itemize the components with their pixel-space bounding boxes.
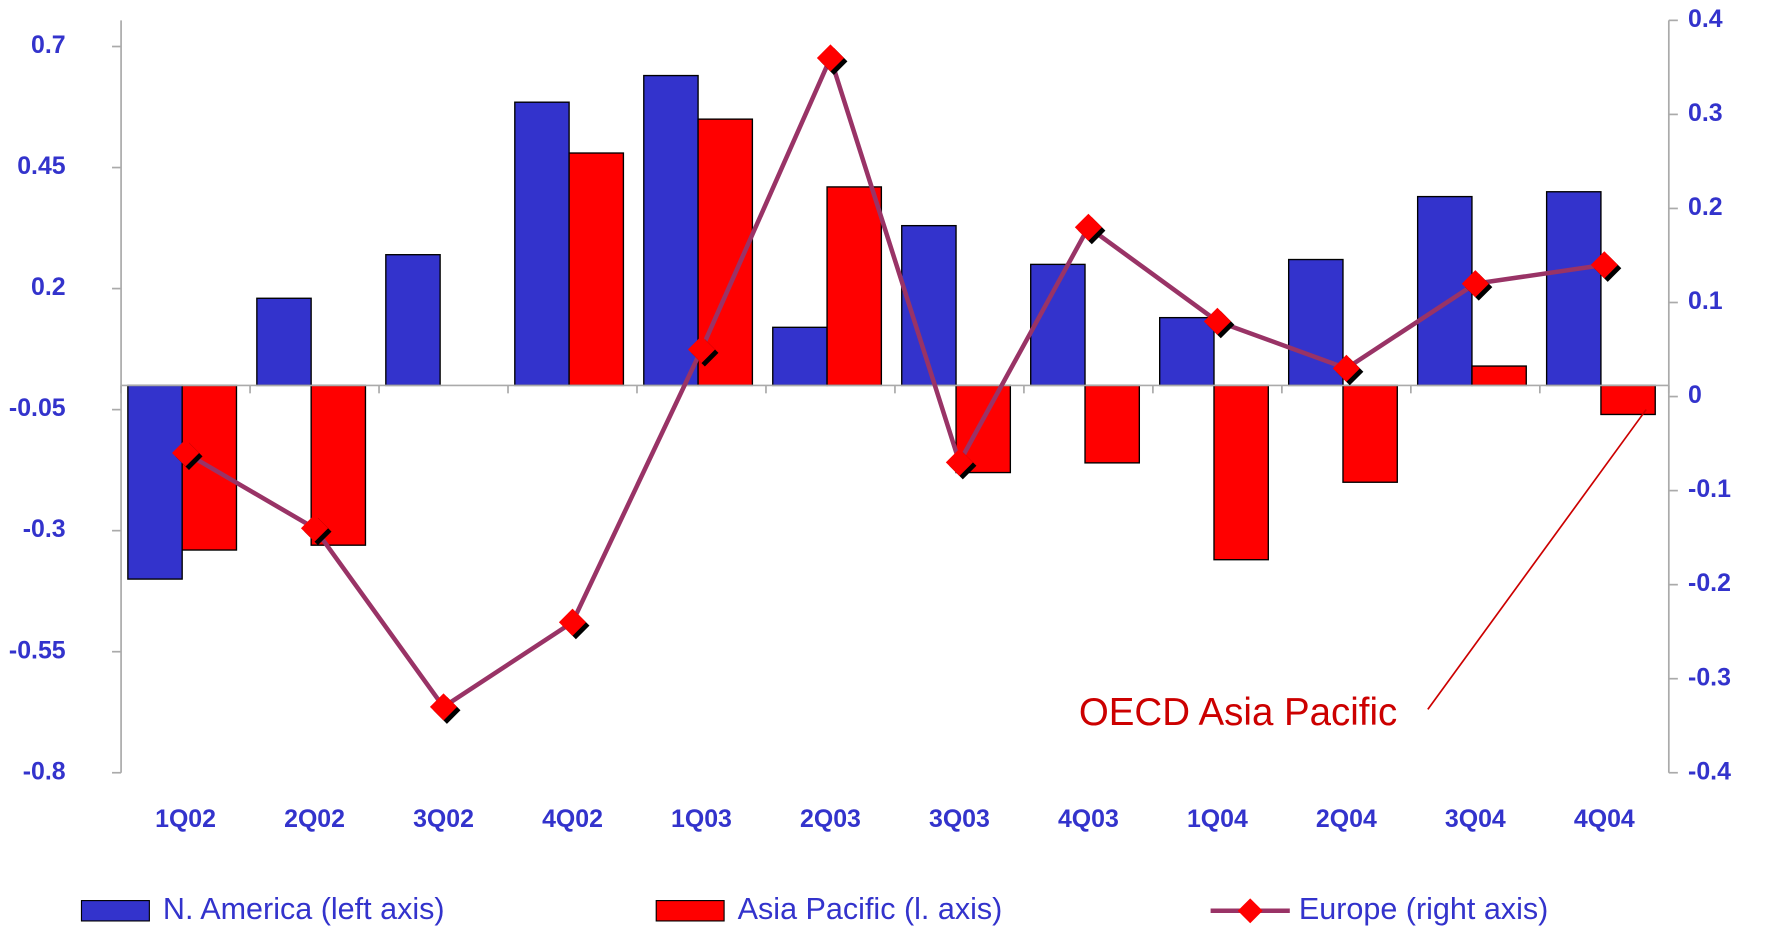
x-tick-label: 4Q02 xyxy=(542,805,603,833)
x-tick-label: 1Q03 xyxy=(671,805,732,833)
y-tick-label: -0.8 xyxy=(23,757,66,785)
x-tick-label: 2Q04 xyxy=(1316,805,1377,833)
y2-tick-label: -0.2 xyxy=(1688,569,1731,597)
y-tick-label: -0.05 xyxy=(9,394,66,422)
x-tick-label: 2Q03 xyxy=(800,805,861,833)
x-tick-label: 3Q03 xyxy=(929,805,990,833)
y-tick-label: -0.55 xyxy=(9,636,66,664)
bar xyxy=(1471,365,1527,387)
y-tick-label: 0.7 xyxy=(31,31,66,59)
bar xyxy=(514,101,570,387)
legend-label: N. America (left axis) xyxy=(163,892,445,926)
legend-swatch xyxy=(80,900,150,922)
annotation: OECD Asia Pacific xyxy=(1079,691,1397,734)
bar xyxy=(1342,384,1398,483)
bar xyxy=(568,152,625,387)
y2-tick-label: -0.4 xyxy=(1688,757,1731,785)
y2-tick-label: 0 xyxy=(1688,381,1702,409)
plot: -0.8 -0.55 -0.3 -0.05 0.2 0.45 0.7 -0.4 -0.3 -0.2… xyxy=(9,5,1731,926)
y2-tick-label: -0.3 xyxy=(1688,663,1731,691)
x-tick-label: 3Q04 xyxy=(1445,805,1506,833)
y2-tick-label: 0.4 xyxy=(1688,5,1723,33)
bar xyxy=(127,384,183,580)
marker xyxy=(300,514,329,542)
y2-tick-label: 0.1 xyxy=(1688,287,1723,315)
x-tick-label: 3Q02 xyxy=(413,805,474,833)
annotation-leader xyxy=(1427,409,1647,710)
y2-tick-label: 0.2 xyxy=(1688,193,1723,221)
bar xyxy=(1159,316,1215,387)
marker xyxy=(1074,213,1102,241)
marker xyxy=(1203,307,1231,335)
x-tick-label: 1Q04 xyxy=(1187,805,1248,833)
y2-tick-label: 0.3 xyxy=(1688,99,1723,127)
marker xyxy=(1332,354,1360,382)
marker xyxy=(1590,251,1618,279)
marker xyxy=(558,608,587,636)
y2-tick-label: -0.1 xyxy=(1688,475,1731,503)
bar xyxy=(826,186,883,387)
y-tick-label: 0.45 xyxy=(17,152,66,180)
marker xyxy=(945,448,974,476)
marker xyxy=(1461,270,1489,298)
y-tick-label: -0.3 xyxy=(23,515,66,543)
bar xyxy=(643,74,699,387)
legend-label: Asia Pacific (l. axis) xyxy=(738,892,1003,926)
bar xyxy=(1545,191,1602,387)
legend-swatch xyxy=(655,900,725,922)
bar xyxy=(256,297,312,387)
x-tick-label: 4Q04 xyxy=(1574,805,1635,833)
bar xyxy=(772,326,828,387)
x-tick-label: 2Q02 xyxy=(284,805,345,833)
x-tick-label: 4Q03 xyxy=(1058,805,1119,833)
line-series xyxy=(184,51,1605,710)
y-tick-label: 0.2 xyxy=(31,273,66,301)
bar xyxy=(1084,384,1141,464)
x-tick-label: 1Q02 xyxy=(155,805,216,833)
legend-marker xyxy=(1237,898,1263,924)
bar xyxy=(1600,384,1656,416)
legend-label: Europe (right axis) xyxy=(1299,892,1548,926)
marker xyxy=(429,693,458,721)
marker xyxy=(687,335,716,364)
marker xyxy=(816,44,845,72)
marker xyxy=(171,439,200,467)
bar xyxy=(385,254,441,387)
bar xyxy=(1213,384,1269,561)
